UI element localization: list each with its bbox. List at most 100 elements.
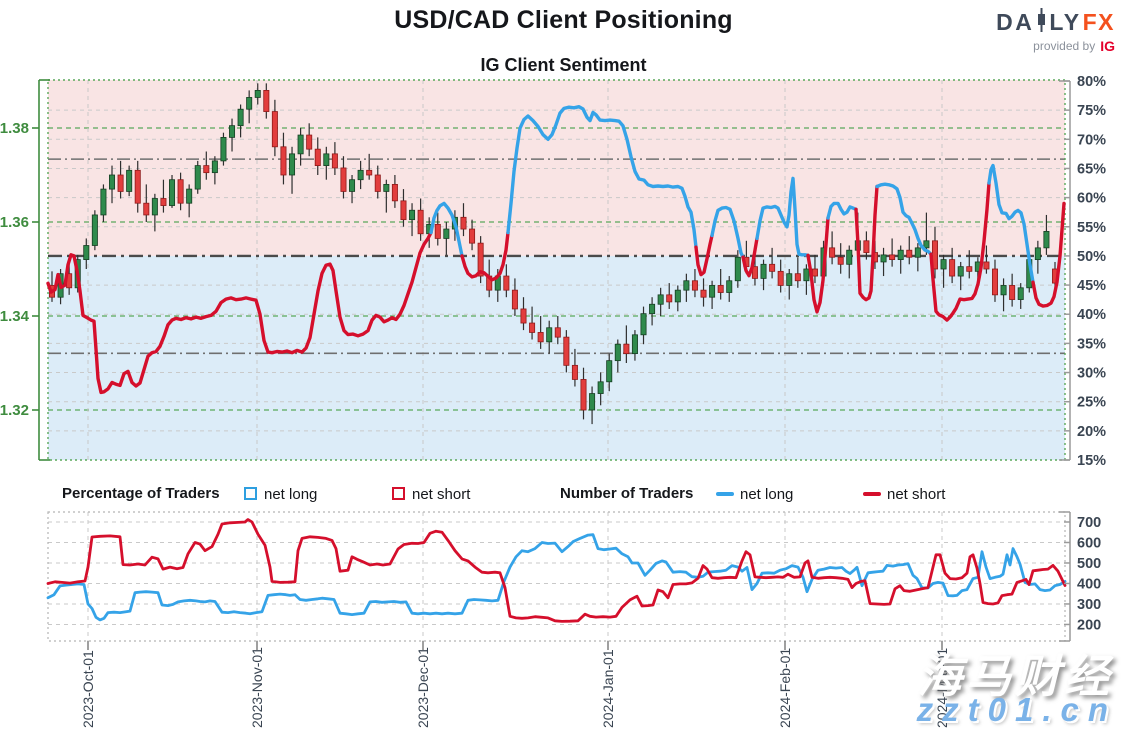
ig-logo: IG <box>1100 38 1115 54</box>
candle-body <box>700 289 707 298</box>
candle-body <box>554 327 561 338</box>
watermark-chinese: 海马财经 <box>916 651 1113 702</box>
candle-body <box>1000 285 1007 296</box>
price-axis: 1.38 1.36 1.34 1.32 <box>0 79 50 461</box>
candle-body <box>657 294 664 305</box>
legend-num-net-short: net short <box>887 486 946 503</box>
sentiment-segment <box>429 201 464 258</box>
date-tick-label: 2023-Nov-01 <box>249 647 265 728</box>
candle-body <box>769 263 776 272</box>
sentiment-segment <box>929 181 991 322</box>
percent-tick-label: 55% <box>1077 220 1106 236</box>
candle-body <box>194 165 201 190</box>
candle-body <box>880 254 887 263</box>
main-plot-border <box>47 79 1066 461</box>
candle-body <box>237 108 244 127</box>
reference-lines <box>48 158 1065 355</box>
percent-tick-label: 70% <box>1077 132 1106 148</box>
candle-body <box>306 134 313 150</box>
candle-body <box>649 303 656 315</box>
candle-body <box>589 393 596 411</box>
price-tick-label: 1.36 <box>0 214 29 231</box>
date-axis: 2023-Oct-01 2023-Nov-01 2023-Dec-01 2024-Ja… <box>80 641 950 728</box>
sentiment-segment <box>826 201 858 220</box>
candle-body <box>417 209 424 235</box>
date-tick-label: 2023-Dec-01 <box>415 647 431 728</box>
candle-body <box>100 188 107 216</box>
candle-body <box>571 364 578 380</box>
legend-pct-net-short: net short <box>412 486 471 503</box>
candle-body <box>846 249 853 265</box>
candle-body <box>477 242 484 277</box>
candle-body <box>829 247 836 258</box>
percent-tick-label: 25% <box>1077 395 1106 411</box>
candle-body <box>511 289 518 310</box>
candle-body <box>837 256 844 265</box>
candle-body <box>169 179 176 206</box>
legend-pct-title: Percentage of Traders <box>62 485 220 502</box>
candle-body <box>229 125 236 138</box>
candle-body <box>374 174 381 192</box>
candle-body <box>263 90 270 112</box>
candle-body <box>666 294 673 303</box>
candle-body <box>220 136 227 162</box>
candle-body <box>983 261 990 270</box>
sentiment-segment <box>741 236 759 278</box>
candle-body <box>991 268 998 296</box>
net-long-swatch-icon <box>244 487 257 500</box>
logo-candle-icon <box>1037 8 1046 37</box>
candle-body <box>940 259 947 270</box>
legend-pct-net-long: net long <box>264 486 318 503</box>
candle-body <box>126 169 133 192</box>
candle-body <box>777 270 784 286</box>
candle-body <box>631 334 638 354</box>
candle-body <box>331 153 338 169</box>
candle-body <box>91 214 98 246</box>
candle-body <box>280 146 287 176</box>
sentiment-segment <box>755 176 810 258</box>
candle-body <box>391 183 398 202</box>
candle-body <box>691 280 698 291</box>
percent-tick-label: 35% <box>1077 336 1106 352</box>
candle-body <box>246 97 253 110</box>
traders-net-short-line <box>46 518 1067 623</box>
sentiment-segment <box>46 230 433 395</box>
candle-body <box>203 165 210 174</box>
percent-axis: 80% 75% 70% 65% 60% 55% 50% 45% 40% 35% 30% 25% 20% 1… <box>1059 74 1106 469</box>
candle-body <box>109 174 116 190</box>
candle-body <box>289 153 296 176</box>
candle-body <box>83 245 90 260</box>
sentiment-backgrounds <box>48 80 1065 460</box>
percent-tick-label: 40% <box>1077 307 1106 323</box>
candle-body <box>177 179 184 204</box>
candle-body <box>409 209 416 221</box>
sentiment-segment <box>987 163 1035 284</box>
percent-tick-label: 20% <box>1077 424 1106 440</box>
candle-body <box>134 169 141 204</box>
candle-body <box>674 289 681 303</box>
candle-body <box>794 273 801 282</box>
price-tick-label: 1.32 <box>0 402 29 419</box>
percent-tick-label: 15% <box>1077 453 1106 469</box>
candle-body <box>211 160 218 174</box>
candle-body <box>366 169 373 176</box>
candle-body <box>1034 247 1041 261</box>
candle-body <box>400 200 407 221</box>
candle-body <box>186 188 193 204</box>
candle-body <box>949 259 956 277</box>
page-title: USD/CAD Client Positioning <box>394 6 733 34</box>
percent-tick-label: 30% <box>1077 366 1106 382</box>
percent-tick-label: 60% <box>1077 191 1106 207</box>
candle-body <box>863 240 870 253</box>
candle-body <box>957 266 964 277</box>
sentiment-segment <box>710 205 745 259</box>
traders-tick-label: 600 <box>1077 535 1101 551</box>
percent-tick-label: 80% <box>1077 74 1106 90</box>
candle-body <box>889 254 896 260</box>
candle-body <box>717 285 724 293</box>
sentiment-segment <box>875 182 933 256</box>
percent-tick-label: 50% <box>1077 249 1106 265</box>
candle-body <box>597 381 604 394</box>
